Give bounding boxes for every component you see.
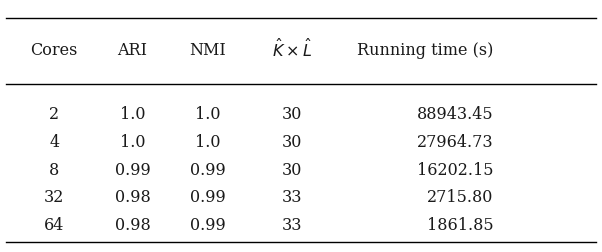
Text: 1.0: 1.0 <box>120 106 145 123</box>
Text: 0.99: 0.99 <box>190 162 226 179</box>
Text: 1.0: 1.0 <box>120 134 145 151</box>
Text: 8: 8 <box>49 162 60 179</box>
Text: 33: 33 <box>282 189 302 206</box>
Text: 32: 32 <box>44 189 64 206</box>
Text: 2: 2 <box>49 106 59 123</box>
Text: 33: 33 <box>282 217 302 234</box>
Text: 0.98: 0.98 <box>114 217 150 234</box>
Text: Running time (s): Running time (s) <box>357 42 494 59</box>
Text: 0.98: 0.98 <box>114 189 150 206</box>
Text: 16202.15: 16202.15 <box>417 162 494 179</box>
Text: NMI: NMI <box>189 42 226 59</box>
Text: 0.99: 0.99 <box>190 189 226 206</box>
Text: 1.0: 1.0 <box>195 106 220 123</box>
Text: 88943.45: 88943.45 <box>417 106 494 123</box>
Text: $\hat{K} \times \hat{L}$: $\hat{K} \times \hat{L}$ <box>272 39 312 61</box>
Text: 2715.80: 2715.80 <box>427 189 494 206</box>
Text: 27964.73: 27964.73 <box>417 134 494 151</box>
Text: 4: 4 <box>49 134 59 151</box>
Text: 1.0: 1.0 <box>195 134 220 151</box>
Text: 64: 64 <box>44 217 64 234</box>
Text: Cores: Cores <box>31 42 78 59</box>
Text: 30: 30 <box>282 134 302 151</box>
Text: 0.99: 0.99 <box>114 162 150 179</box>
Text: 30: 30 <box>282 106 302 123</box>
Text: 0.99: 0.99 <box>190 217 226 234</box>
Text: 1861.85: 1861.85 <box>427 217 494 234</box>
Text: 30: 30 <box>282 162 302 179</box>
Text: ARI: ARI <box>117 42 147 59</box>
